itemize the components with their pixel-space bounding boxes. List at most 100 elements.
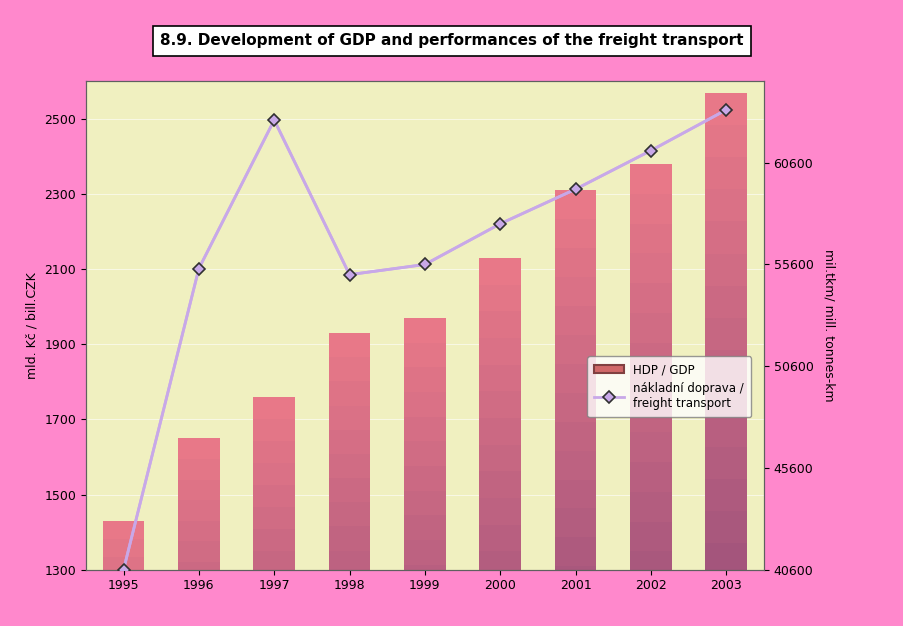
Bar <box>178 541 219 562</box>
Bar <box>704 93 746 125</box>
Bar <box>404 318 445 342</box>
Bar <box>629 403 671 432</box>
Bar <box>554 219 596 248</box>
Bar <box>479 258 520 285</box>
Bar <box>329 478 370 502</box>
Bar <box>554 508 596 537</box>
Bar <box>103 557 144 575</box>
Bar <box>404 466 445 491</box>
Y-axis label: mld. Kč / bill.CZK: mld. Kč / bill.CZK <box>25 272 39 379</box>
Bar <box>704 607 746 626</box>
Bar <box>554 567 596 595</box>
Bar <box>554 451 596 480</box>
Text: 8.9. Development of GDP and performances of the freight transport: 8.9. Development of GDP and performances… <box>160 33 743 48</box>
Bar <box>253 529 294 551</box>
Bar <box>329 526 370 550</box>
Bar <box>554 393 596 422</box>
Bar <box>479 498 520 525</box>
Bar <box>704 414 746 446</box>
Bar <box>329 575 370 599</box>
Bar <box>704 446 746 479</box>
Bar <box>554 335 596 364</box>
Bar <box>329 333 370 357</box>
Bar <box>704 189 746 222</box>
Bar <box>178 624 219 626</box>
Bar <box>554 422 596 451</box>
Bar <box>479 552 520 578</box>
Bar <box>253 573 294 595</box>
Bar <box>554 190 596 219</box>
Bar <box>704 157 746 189</box>
Bar <box>554 306 596 335</box>
Bar <box>704 511 746 543</box>
Bar <box>479 578 520 605</box>
Bar <box>103 592 144 610</box>
Bar <box>479 605 520 626</box>
Bar <box>103 575 144 592</box>
Bar <box>178 521 219 541</box>
Bar <box>554 624 596 626</box>
Bar <box>329 381 370 406</box>
Bar <box>178 583 219 603</box>
Bar <box>253 595 294 617</box>
Bar <box>253 617 294 626</box>
Bar <box>329 454 370 478</box>
Bar <box>329 357 370 381</box>
Bar <box>404 491 445 515</box>
Bar <box>629 283 671 313</box>
Bar <box>479 444 520 471</box>
Bar <box>704 222 746 254</box>
Bar <box>404 417 445 441</box>
Bar <box>253 463 294 485</box>
Bar <box>178 562 219 583</box>
Bar <box>178 603 219 624</box>
Bar <box>704 318 746 350</box>
Bar <box>629 521 671 552</box>
Bar <box>554 277 596 306</box>
Bar <box>178 459 219 480</box>
Bar <box>329 599 370 623</box>
Bar <box>404 589 445 614</box>
Bar <box>404 515 445 540</box>
Bar <box>253 507 294 529</box>
Bar <box>178 500 219 521</box>
Bar <box>103 539 144 557</box>
Bar <box>629 164 671 194</box>
Bar <box>554 595 596 624</box>
Bar <box>404 565 445 589</box>
Bar <box>479 471 520 498</box>
Bar <box>253 441 294 463</box>
Y-axis label: mil.tkm/ mill. tonnes-km: mil.tkm/ mill. tonnes-km <box>822 249 834 402</box>
Bar <box>329 623 370 626</box>
Bar <box>479 364 520 391</box>
Bar <box>629 313 671 343</box>
Bar <box>253 419 294 441</box>
Bar <box>253 485 294 507</box>
Bar <box>404 342 445 367</box>
Bar <box>329 406 370 429</box>
Bar <box>629 552 671 581</box>
Bar <box>479 338 520 364</box>
Bar <box>479 391 520 418</box>
Bar <box>704 125 746 157</box>
Bar <box>554 537 596 567</box>
Bar <box>704 254 746 285</box>
Bar <box>704 285 746 318</box>
Bar <box>404 367 445 392</box>
Bar <box>554 364 596 393</box>
Bar <box>629 194 671 223</box>
Bar <box>629 432 671 462</box>
Bar <box>629 343 671 372</box>
Bar <box>704 575 746 607</box>
Legend: HDP / GDP, nákladní doprava /
freight transport: HDP / GDP, nákladní doprava / freight tr… <box>587 356 750 418</box>
Bar <box>329 502 370 526</box>
Bar <box>404 392 445 417</box>
Bar <box>629 581 671 611</box>
Bar <box>629 492 671 521</box>
Bar <box>103 521 144 539</box>
Bar <box>479 525 520 552</box>
Bar <box>329 429 370 454</box>
Bar <box>404 441 445 466</box>
Bar <box>178 438 219 459</box>
Bar <box>253 551 294 573</box>
